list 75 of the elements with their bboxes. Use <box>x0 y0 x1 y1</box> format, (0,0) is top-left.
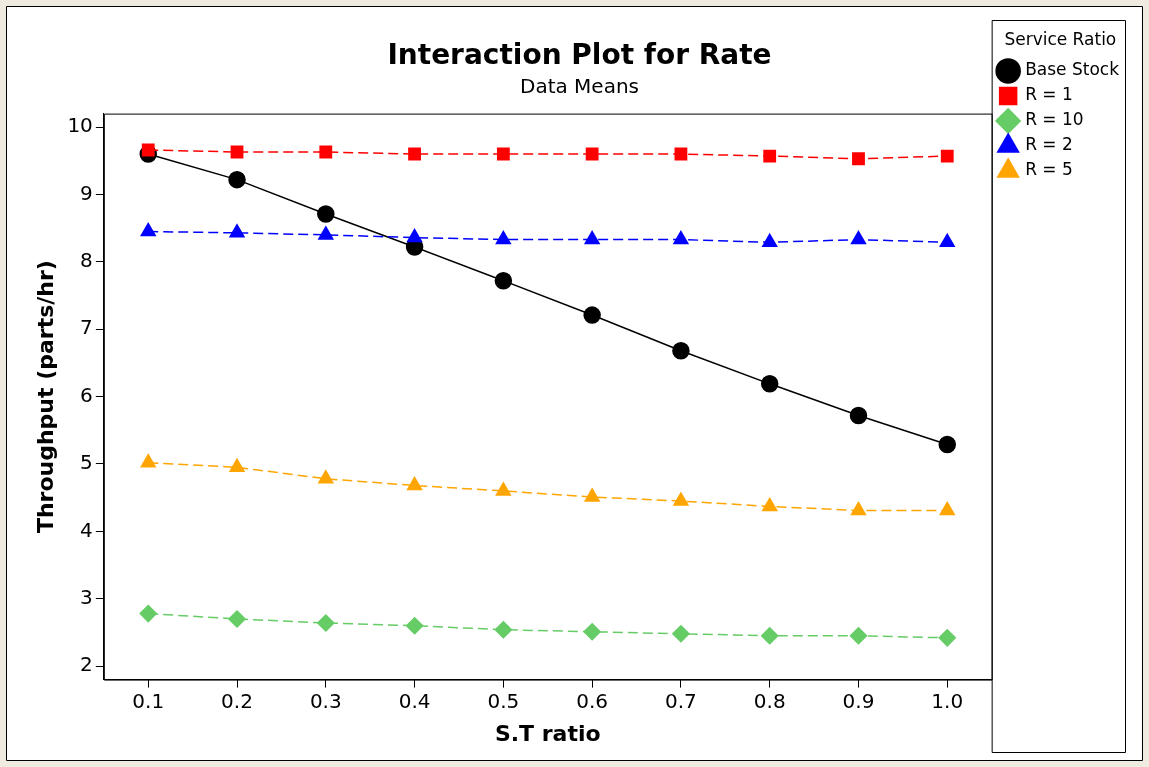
point <box>763 149 777 163</box>
x-axis-title: S.T ratio <box>494 720 601 746</box>
legend-label: R = 2 <box>1025 134 1073 155</box>
point <box>938 435 957 454</box>
point <box>672 625 690 643</box>
point <box>318 226 334 240</box>
chart-subtitle: Data Means <box>519 73 640 98</box>
point <box>584 488 600 502</box>
x-tick-label: 0.3 <box>309 688 342 713</box>
y-tick-label: 5 <box>80 450 93 475</box>
point <box>849 406 868 425</box>
point <box>849 627 868 645</box>
legend-label: R = 5 <box>1025 159 1073 180</box>
point <box>318 470 334 484</box>
point <box>672 342 690 360</box>
point <box>140 453 156 468</box>
point <box>229 224 245 238</box>
legend-title: Service Ratio <box>1004 28 1117 49</box>
x-tick-label: 0.5 <box>487 688 520 713</box>
point <box>583 306 601 324</box>
point <box>495 482 512 496</box>
point <box>494 620 513 639</box>
y-axis-title: Throughput (parts/hr) <box>32 260 58 534</box>
chart-title: Interaction Plot for Rate <box>387 38 772 72</box>
point <box>852 152 865 166</box>
point <box>762 233 778 248</box>
legend-label: R = 10 <box>1025 109 1084 130</box>
point <box>406 228 423 243</box>
point <box>229 458 245 473</box>
point <box>228 610 246 628</box>
y-tick-label: 10 <box>67 113 93 138</box>
point <box>319 145 333 159</box>
x-tick-label: 0.8 <box>753 688 786 713</box>
point <box>762 497 778 512</box>
legend-label: R = 1 <box>1025 84 1073 105</box>
x-tick-label: 0.1 <box>132 688 165 713</box>
point <box>938 629 957 647</box>
point <box>141 143 155 157</box>
legend-label: Base Stock <box>1025 59 1120 80</box>
point <box>673 492 689 506</box>
y-tick-label: 3 <box>80 584 93 609</box>
point <box>583 623 601 641</box>
x-tick-label: 0.9 <box>842 688 875 713</box>
point <box>405 616 424 635</box>
point <box>494 271 513 290</box>
point <box>850 230 867 245</box>
point <box>406 476 423 491</box>
point <box>317 205 335 223</box>
x-tick-label: 1.0 <box>931 688 964 713</box>
point <box>140 222 156 237</box>
x-tick-label: 0.6 <box>576 688 609 713</box>
point <box>408 147 421 161</box>
point <box>673 230 689 245</box>
y-tick-label: 8 <box>80 248 93 273</box>
y-tick-label: 7 <box>80 315 93 340</box>
x-tick-label: 0.4 <box>398 688 431 713</box>
point <box>585 147 599 161</box>
point <box>939 501 955 516</box>
point <box>760 627 779 645</box>
point <box>139 604 157 623</box>
point <box>496 147 510 161</box>
point <box>850 501 867 516</box>
point <box>939 233 955 248</box>
point <box>760 375 779 393</box>
y-tick-label: 4 <box>80 517 93 542</box>
x-tick-label: 0.2 <box>221 688 253 713</box>
y-tick-label: 9 <box>80 180 93 205</box>
y-tick-label: 2 <box>80 652 93 677</box>
point <box>228 170 246 189</box>
point <box>940 149 954 163</box>
x-tick-label: 0.7 <box>665 688 697 713</box>
point <box>495 230 512 245</box>
point <box>584 230 600 245</box>
y-tick-label: 6 <box>80 382 93 407</box>
point <box>317 614 335 632</box>
